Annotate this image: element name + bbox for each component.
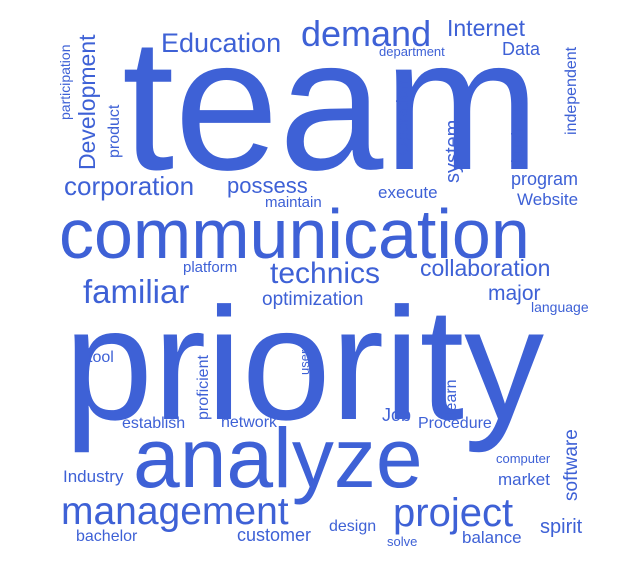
word-tool: tool [88,349,114,366]
word-communication: communication [59,195,530,273]
word-computer: computer [496,451,551,466]
word-product: product [106,104,123,158]
word-user: user [297,349,312,375]
word-project: project [393,491,514,535]
word-system: system [442,119,464,183]
word-team: team [122,0,540,209]
word-data: Data [502,39,541,59]
word-website: Website [517,190,579,209]
word-operation: Operation [393,80,412,155]
word-management: management [61,490,289,533]
word-internet: Internet [447,15,525,41]
word-priority: priority [64,274,545,453]
word-demand: demand [301,13,432,54]
word-program: program [511,169,579,189]
word-network: network [221,414,278,431]
word-corporation: corporation [64,171,195,201]
word-solve: solve [387,534,418,549]
word-analyze: analyze [133,411,423,505]
word-language: language [531,299,589,315]
word-familiar: familiar [83,273,190,310]
word-technics: technics [270,257,381,290]
word-platform: platform [183,259,238,276]
word-major: major [488,282,541,305]
word-industry: Industry [63,467,124,486]
word-customer: customer [237,525,312,545]
word-education: Education [161,28,282,58]
word-optimization: optimization [262,289,364,310]
word-learn: learn [443,379,460,415]
word-possess: possess [227,173,308,198]
word-execute: execute [378,183,438,202]
word-business: business [508,95,527,163]
word-development: Development [74,34,100,170]
word-independent: independent [563,46,580,135]
word-establish: establish [122,415,186,432]
word-spirit: spirit [540,516,583,538]
word-department: department [379,44,445,59]
word-design: design [329,518,377,535]
word-market: market [498,470,550,489]
word-software: software [561,429,582,501]
word-procedure: Procedure [418,415,492,432]
word-balance: balance [462,528,522,547]
word-collaboration: collaboration [420,255,551,281]
word-job: Job [382,405,412,425]
word-proficient: proficient [195,355,212,420]
word-participation: participation [57,44,73,121]
word-maintain: maintain [265,194,322,211]
word-bachelor: bachelor [76,528,138,545]
